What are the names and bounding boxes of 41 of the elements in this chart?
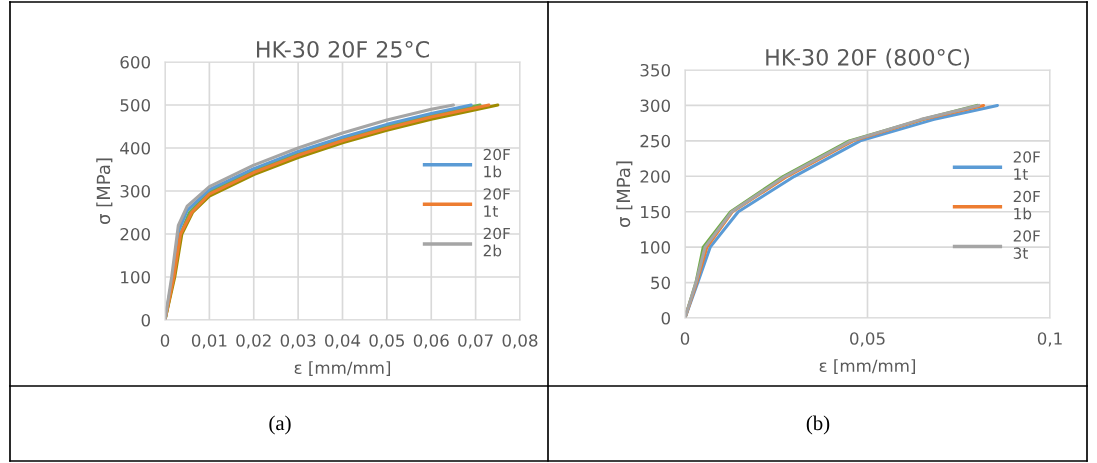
y-tick-label: 50 bbox=[651, 276, 670, 290]
y-axis-title: σ [MPa] bbox=[616, 161, 633, 227]
x-tick-label: 0,03 bbox=[280, 334, 316, 349]
y-tick-label: 300 bbox=[640, 99, 670, 112]
y-tick-label: 0 bbox=[661, 311, 670, 325]
y-tick-label: 600 bbox=[120, 55, 150, 69]
y-tick-label: 500 bbox=[120, 98, 150, 112]
x-tick-label: 0,01 bbox=[191, 334, 227, 349]
x-tick-label: 0,08 bbox=[502, 334, 538, 349]
x-tick-label: 0,06 bbox=[413, 334, 449, 349]
legend-label: 20F 1t bbox=[1013, 151, 1040, 180]
y-tick-label: 0 bbox=[141, 313, 150, 327]
y-tick-label: 200 bbox=[120, 227, 150, 241]
chart-title: HK-30 20F 25°C bbox=[257, 40, 429, 58]
legend-label: 20F 1t bbox=[483, 188, 510, 217]
x-axis-title: ε [mm/mm] bbox=[294, 361, 390, 376]
y-tick-label: 200 bbox=[640, 170, 670, 183]
y-axis-title: σ [MPa] bbox=[96, 158, 113, 224]
legend-label: 20F 2b bbox=[483, 227, 510, 257]
legend-label: 20F 1b bbox=[1013, 190, 1040, 220]
text: (b) bbox=[806, 415, 830, 435]
x-axis-title: ε [mm/mm] bbox=[819, 359, 915, 374]
x-tick-label: 0,04 bbox=[325, 334, 361, 349]
y-tick-label: 400 bbox=[120, 141, 150, 155]
y-tick-label: 100 bbox=[121, 270, 150, 284]
text: (a) bbox=[269, 415, 291, 435]
legend-label: 20F 1b bbox=[483, 148, 510, 178]
y-tick-label: 100 bbox=[641, 241, 670, 254]
y-tick-label: 350 bbox=[640, 63, 670, 77]
y-tick-label: 150 bbox=[641, 205, 670, 219]
x-tick-label: 0,07 bbox=[458, 334, 493, 349]
legend-label: 20F 3t bbox=[1013, 230, 1040, 259]
x-tick-label: 0,05 bbox=[369, 334, 404, 349]
y-tick-label: 250 bbox=[640, 134, 670, 148]
x-tick-label: 0,02 bbox=[236, 334, 271, 349]
x-tick-label: 0,05 bbox=[850, 332, 885, 347]
chart-title: HK-30 20F (800°C) bbox=[766, 48, 969, 69]
x-tick-label: 0,1 bbox=[1037, 332, 1062, 347]
x-tick-label: 0 bbox=[680, 332, 690, 345]
x-tick-label: 0 bbox=[160, 334, 170, 347]
y-tick-label: 300 bbox=[120, 184, 150, 198]
